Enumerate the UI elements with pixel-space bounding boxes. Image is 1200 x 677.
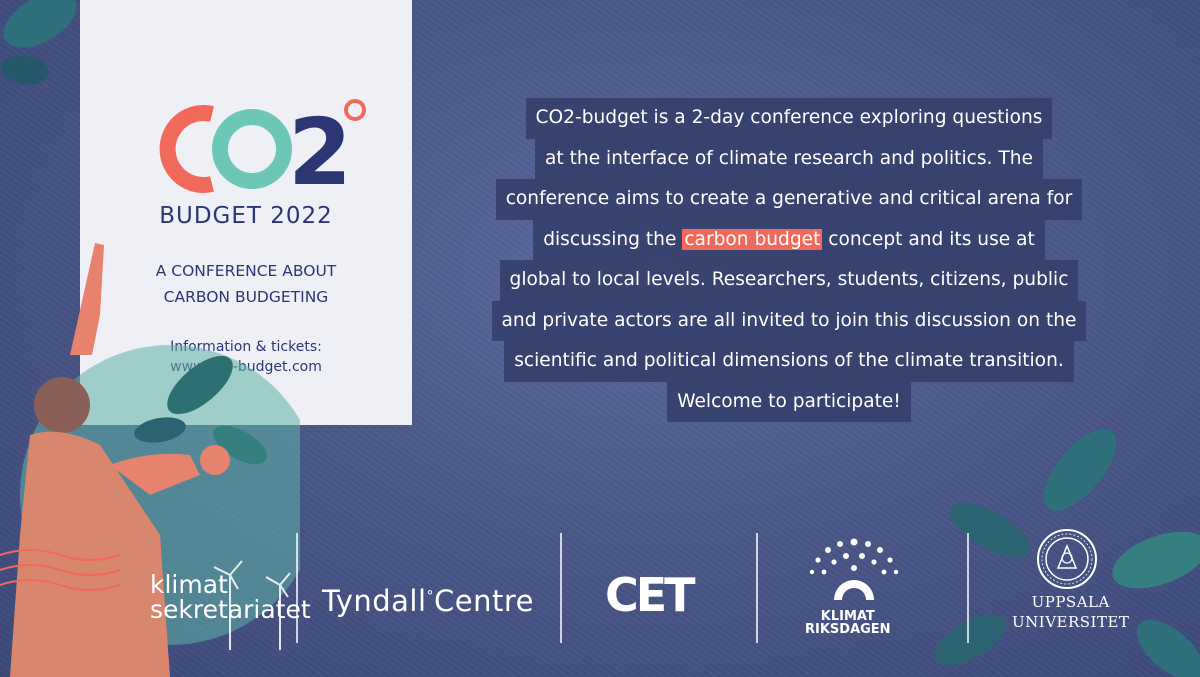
description-line: and private actors are all invited to jo… (491, 300, 1087, 341)
description-line: conference aims to create a generative a… (495, 179, 1083, 220)
separator (756, 533, 758, 643)
description-line: scientific and political dimensions of t… (504, 341, 1074, 382)
universitet-text: UNIVERSITET (1012, 613, 1130, 631)
klimatriksdagen-logo: KLIMAT RIKSDAGEN (805, 610, 891, 636)
description-text: concept and its use at (822, 228, 1035, 250)
separator (967, 533, 969, 643)
tagline-line-2: CARBON BUDGETING (163, 288, 329, 306)
welcome-line: Welcome to participate! (667, 381, 911, 422)
tagline: A CONFERENCE ABOUT CARBON BUDGETING (80, 258, 412, 310)
description-line: global to local levels. Researchers, stu… (499, 260, 1079, 301)
uppsala-universitet-logo: UPPSALA UNIVERSITET (1012, 592, 1129, 632)
uppsala-text: UPPSALA (1031, 593, 1110, 611)
klimatriksdagen-sun-icon (809, 538, 899, 600)
centre-text: Centre (434, 584, 535, 618)
separator (560, 533, 562, 643)
uppsala-seal-icon (1037, 529, 1097, 589)
description-text: discussing the (543, 228, 683, 250)
description-line-highlight: discussing the carbon budget concept and… (533, 219, 1045, 260)
budget-title: BUDGET 2022 (159, 203, 333, 229)
klimat-text: klimat (150, 570, 228, 599)
tyndall-text: Tyndall (322, 584, 427, 618)
klimat-word: KLIMAT (820, 609, 875, 624)
child-illustration (0, 243, 300, 677)
carbon-budget-highlight: carbon budget (682, 228, 823, 250)
tagline-line-1: A CONFERENCE ABOUT (155, 262, 337, 280)
leaves-decoration-bottom-right (934, 429, 1200, 677)
description-line: at the interface of climate research and… (535, 138, 1043, 179)
windmill-icon (213, 560, 291, 650)
sekretariatet-text: sekretariatet (150, 595, 311, 624)
separator (296, 533, 298, 643)
conference-description: CO2-budget is a 2-day conference explori… (462, 98, 1116, 422)
tyndall-centre-logo: Tyndall°Centre (322, 584, 535, 618)
cet-logo: CET (605, 568, 696, 622)
riksdagen-word: RIKSDAGEN (805, 622, 891, 637)
klimatsekretariatet-logo: klimat sekretariatet (150, 572, 311, 622)
svg-text:2: 2 (288, 99, 352, 202)
co2-logo-icon: 2 (159, 99, 366, 202)
description-line: CO2-budget is a 2-day conference explori… (525, 98, 1053, 139)
